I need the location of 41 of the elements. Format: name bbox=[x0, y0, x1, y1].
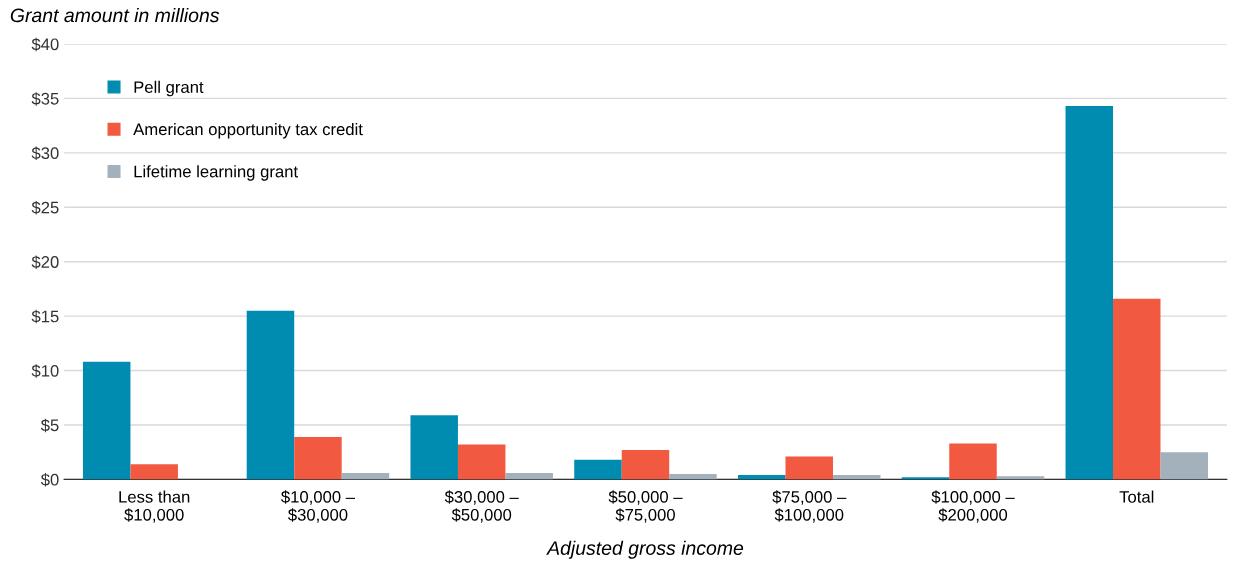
y-tick-label: $0 bbox=[40, 473, 59, 487]
x-tick-label: Less than $10,000 bbox=[119, 490, 190, 523]
x-tick-label: $30,000 – $50,000 bbox=[444, 490, 519, 523]
bar bbox=[832, 475, 881, 480]
y-tick-label: $15 bbox=[31, 309, 59, 324]
bar bbox=[505, 472, 553, 480]
x-axis-title: Adjusted gross income bbox=[546, 540, 744, 559]
y-tick-label: $10 bbox=[31, 364, 59, 378]
x-tick-label: Total bbox=[1119, 490, 1154, 503]
bar bbox=[1065, 106, 1114, 480]
y-tick-label: $20 bbox=[31, 255, 59, 269]
y-axis-title: Grant amount in millions bbox=[10, 7, 220, 23]
x-tick-label: $50,000 – $75,000 bbox=[608, 490, 683, 523]
bar bbox=[457, 444, 506, 480]
bar bbox=[1160, 452, 1208, 480]
x-tick-label: $75,000 – $100,000 bbox=[772, 490, 847, 523]
legend-label: American opportunity tax credit bbox=[133, 122, 363, 139]
bar bbox=[130, 464, 178, 480]
y-tick-label: $5 bbox=[40, 418, 59, 433]
legend-label: Lifetime learning grant bbox=[134, 165, 298, 181]
bar bbox=[341, 472, 390, 480]
bar bbox=[901, 477, 950, 480]
x-tick-label: $100,000 – $200,000 bbox=[931, 490, 1015, 523]
bar bbox=[294, 436, 342, 480]
bar bbox=[621, 450, 670, 480]
y-tick-label: $25 bbox=[31, 200, 59, 215]
bar bbox=[1113, 298, 1161, 480]
bar bbox=[996, 476, 1045, 480]
bar bbox=[246, 310, 295, 480]
y-tick-label: $40 bbox=[31, 37, 59, 52]
bar bbox=[949, 443, 997, 480]
bar bbox=[738, 475, 786, 480]
bar bbox=[574, 459, 622, 480]
bar bbox=[669, 473, 717, 480]
legend-label: Pell grant bbox=[134, 80, 204, 97]
bar bbox=[410, 415, 458, 480]
x-tick-label: $10,000 – $30,000 bbox=[281, 490, 356, 523]
y-tick-label: $30 bbox=[31, 146, 59, 161]
bar bbox=[785, 456, 833, 480]
bar bbox=[82, 361, 131, 480]
y-tick-label: $35 bbox=[31, 92, 59, 106]
